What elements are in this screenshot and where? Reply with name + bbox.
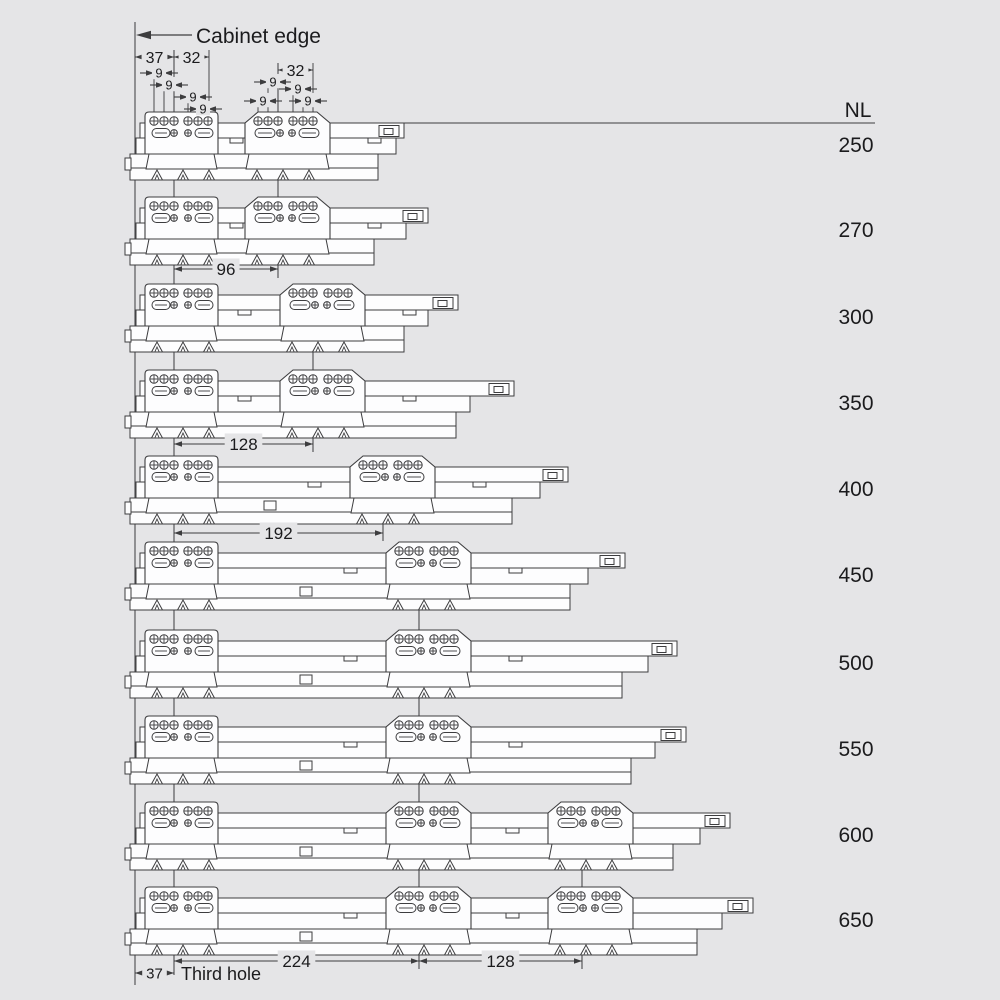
bracket-cluster xyxy=(144,369,219,428)
dim-label: 9 xyxy=(165,78,172,93)
nl-value-450: 450 xyxy=(838,564,873,587)
rail-hook xyxy=(378,125,400,137)
bracket-cluster xyxy=(385,715,472,774)
dim-9: 9 xyxy=(140,64,178,81)
rail-row-400 xyxy=(124,455,569,525)
rail-row-300 xyxy=(124,283,459,353)
rail-hook xyxy=(651,643,673,655)
dim-9: 9 xyxy=(174,88,212,105)
bracket-cluster xyxy=(144,455,219,514)
bracket-cluster xyxy=(547,886,634,945)
dim-label: 96 xyxy=(217,260,236,279)
dim-9: 9 xyxy=(244,92,282,109)
dim-label: 32 xyxy=(287,63,305,80)
bracket-cluster xyxy=(547,801,634,860)
rail-row-650 xyxy=(124,886,754,956)
dim-label: 9 xyxy=(304,94,311,109)
rail-row-250 xyxy=(124,111,875,181)
cabinet-edge-callout: Cabinet edge xyxy=(136,25,321,48)
rail-hook xyxy=(542,469,564,481)
rail-hook xyxy=(727,900,749,912)
nl-value-300: 300 xyxy=(838,306,873,329)
third-hole-callout: Third hole xyxy=(181,964,261,984)
bracket-cluster xyxy=(144,111,219,170)
bracket-cluster xyxy=(144,196,219,255)
dim-9: 9 xyxy=(184,100,222,117)
bracket-cluster xyxy=(385,541,472,600)
dim-9: 9 xyxy=(254,73,292,90)
nl-value-500: 500 xyxy=(838,652,873,675)
dim-label: 9 xyxy=(199,102,206,117)
dim-label: 9 xyxy=(155,66,162,81)
dim-9: 9 xyxy=(279,80,317,97)
bracket-cluster xyxy=(144,715,219,774)
dim-label: 192 xyxy=(264,524,292,543)
dim-224: 224 xyxy=(174,950,419,971)
bracket-cluster xyxy=(279,369,366,428)
dim-192: 192 xyxy=(174,522,383,543)
cabinet-edge-label: Cabinet edge xyxy=(196,25,321,48)
nl-value-350: 350 xyxy=(838,392,873,415)
dim-label: 32 xyxy=(183,50,201,67)
bracket-cluster xyxy=(144,283,219,342)
dim-label: 9 xyxy=(189,90,196,105)
dim-96: 96 xyxy=(174,258,278,279)
rail-hook xyxy=(660,729,682,741)
rail-row-450 xyxy=(124,541,626,611)
dim-label: 9 xyxy=(294,82,301,97)
nl-value-650: 650 xyxy=(838,909,873,932)
dim-label: 128 xyxy=(486,952,514,971)
bracket-cluster xyxy=(244,111,331,170)
third-hole-label: Third hole xyxy=(181,964,261,984)
bracket-cluster xyxy=(349,455,436,514)
rail-hook xyxy=(402,210,424,222)
nl-value-550: 550 xyxy=(838,738,873,761)
nl-column: NL 250 270 300 350 400 450 500 550 600 650 xyxy=(838,99,873,932)
bracket-cluster xyxy=(244,196,331,255)
rail-row-600 xyxy=(124,801,731,871)
bracket-cluster xyxy=(279,283,366,342)
bracket-cluster xyxy=(144,541,219,600)
rail-row-270 xyxy=(124,196,429,266)
dim-label: 9 xyxy=(259,94,266,109)
rail-hook xyxy=(488,383,510,395)
bracket-cluster xyxy=(385,629,472,688)
dim-32: 32 xyxy=(278,60,313,80)
nl-value-270: 270 xyxy=(838,219,873,242)
dim-label: 128 xyxy=(229,435,257,454)
dim-9: 9 xyxy=(150,76,188,93)
rail-hook xyxy=(704,815,726,827)
dim-label: 9 xyxy=(269,75,276,90)
dim-9: 9 xyxy=(289,92,327,109)
bracket-cluster xyxy=(144,886,219,945)
dim-37: 37 xyxy=(135,963,174,982)
dim-label: 37 xyxy=(146,50,164,67)
rail-row-550 xyxy=(124,715,687,785)
bracket-cluster xyxy=(385,886,472,945)
rail-hook xyxy=(432,297,454,309)
bracket-cluster xyxy=(144,801,219,860)
drawer-profile xyxy=(139,552,626,569)
bracket-cluster xyxy=(144,629,219,688)
nl-header: NL xyxy=(845,99,872,122)
rail-hook xyxy=(599,555,621,567)
dim-128: 128 xyxy=(419,950,582,971)
dim-label: 37 xyxy=(146,965,163,982)
rail-row-350 xyxy=(124,369,515,439)
dim-128: 128 xyxy=(174,433,313,454)
nl-value-400: 400 xyxy=(838,478,873,501)
bracket-cluster xyxy=(385,801,472,860)
dim-32: 32 xyxy=(174,47,209,67)
rail-row-500 xyxy=(124,629,678,699)
nl-value-250: 250 xyxy=(838,134,873,157)
dim-label: 224 xyxy=(282,952,310,971)
rail-rows xyxy=(124,111,875,956)
leader-arrow xyxy=(136,30,151,40)
nl-value-600: 600 xyxy=(838,824,873,847)
dim-37: 37 xyxy=(135,47,174,67)
